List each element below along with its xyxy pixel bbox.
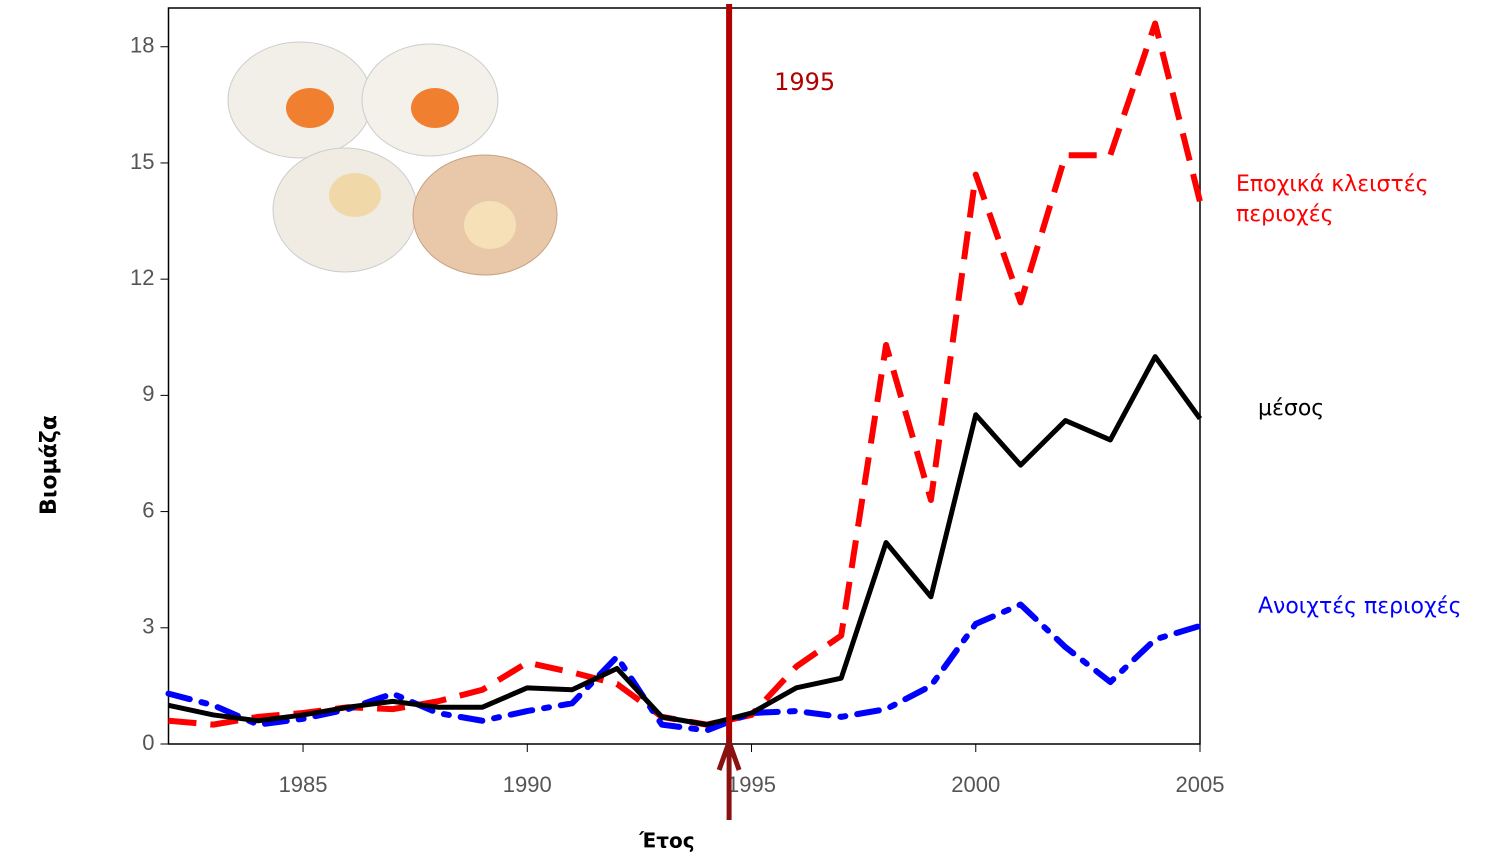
x-axis-title: Έτος <box>638 829 694 853</box>
y-tick-label: 3 <box>142 614 154 639</box>
y-tick-label: 6 <box>142 497 154 522</box>
plot-frame <box>167 7 1201 745</box>
series-label: Ανοιχτές περιοχές <box>1258 594 1462 619</box>
y-tick-label: 9 <box>142 381 154 406</box>
series-label: Εποχικά κλειστές περιοχές <box>1236 172 1429 227</box>
x-tick-label: 1985 <box>279 772 328 797</box>
series-label: μέσος <box>1258 396 1325 421</box>
scallop-illustration <box>227 41 558 276</box>
y-tick-label: 15 <box>130 149 154 174</box>
x-tick-label: 1995 <box>727 772 776 797</box>
x-tick-label: 1990 <box>503 772 552 797</box>
y-tick-label: 12 <box>130 265 154 290</box>
series-line <box>165 601 1203 734</box>
y-axis-title: Βιομάζα <box>37 415 62 515</box>
x-tick-label: 2005 <box>1176 772 1225 797</box>
y-tick-label: 0 <box>142 730 154 755</box>
series-line <box>167 354 1203 728</box>
y-tick-label: 18 <box>130 33 154 58</box>
marker-arrow <box>716 734 742 820</box>
x-tick-label: 2000 <box>951 772 1000 797</box>
marker-label: 1995 <box>774 68 835 96</box>
